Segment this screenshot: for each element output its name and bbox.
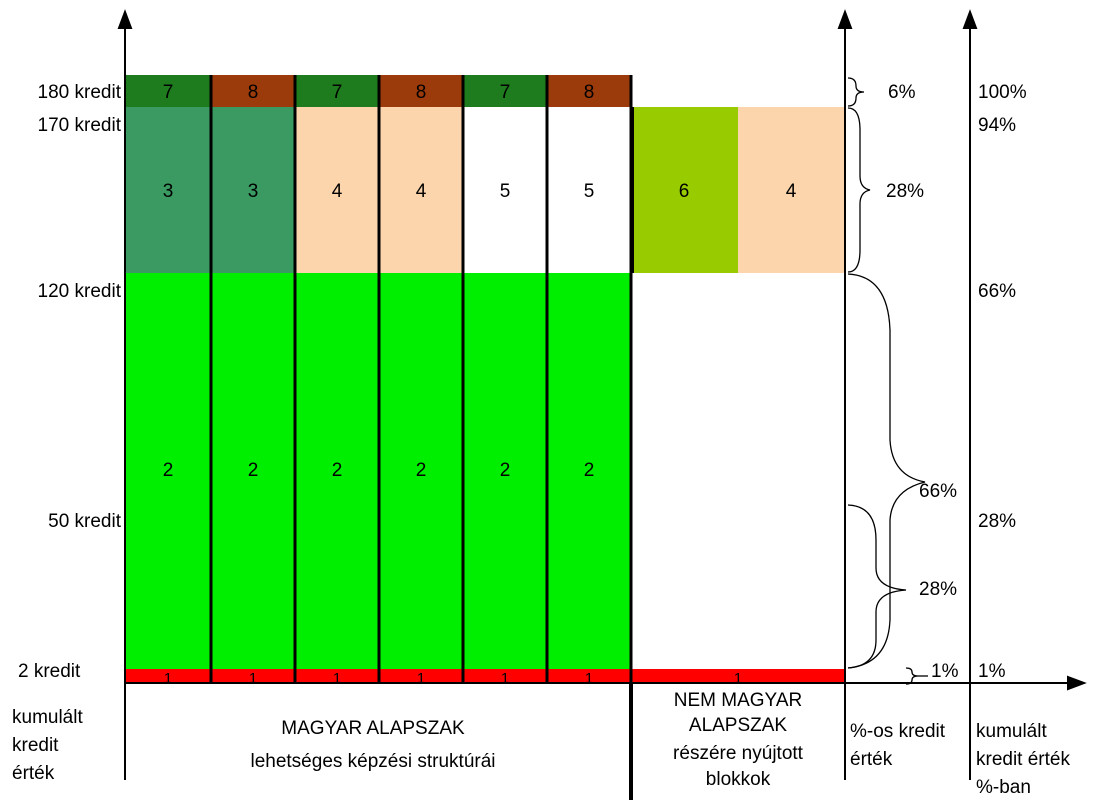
main-num-3: 2 [332, 460, 343, 481]
top-row-numbers: 7 8 7 8 7 8 [163, 82, 595, 103]
magyar-caption-2: lehetséges képzési struktúrái [250, 751, 495, 772]
cum-caption-3: %-ban [976, 777, 1031, 798]
pct-28-top: 28% [886, 181, 924, 202]
bottom-left-caption: kumulált kredit érték [12, 707, 83, 784]
top-num-2: 8 [248, 82, 259, 103]
left-caption-2: kredit [12, 735, 59, 756]
pct-66: 66% [919, 481, 957, 502]
magyar-caption-1: MAGYAR ALAPSZAK [281, 718, 465, 739]
pct-caption-1: %-os kredit [850, 721, 946, 742]
brace-6pct [847, 77, 865, 107]
main-num-4: 2 [416, 460, 427, 481]
mid-cell-1 [125, 107, 211, 273]
main-num-2: 2 [248, 460, 259, 481]
top-num-6: 8 [584, 82, 595, 103]
mid-num-3: 4 [332, 181, 343, 202]
bottom-num-1: 1 [164, 670, 172, 687]
top-row [125, 75, 631, 107]
pct-caption: %-os kredit érték [850, 721, 946, 770]
top-num-1: 7 [163, 82, 174, 103]
y-label-2: 2 kredit [18, 661, 81, 682]
main-num-6: 2 [584, 460, 595, 481]
left-caption-3: érték [12, 763, 55, 784]
mid-cell-5 [463, 107, 547, 273]
nem-mid-cell-1 [631, 107, 738, 273]
nem-caption-1: NEM MAGYAR [674, 690, 802, 711]
top-num-5: 7 [500, 82, 511, 103]
cum-caption: kumulált kredit érték %-ban [976, 721, 1070, 798]
brace-66pct [847, 273, 926, 669]
main-num-1: 2 [163, 460, 174, 481]
cum-66: 66% [978, 281, 1016, 302]
bottom-num-6: 1 [585, 670, 593, 687]
top-num-3: 7 [332, 82, 343, 103]
top-cell-6 [547, 75, 631, 107]
top-cell-1 [125, 75, 211, 107]
cum-caption-2: kredit érték [976, 749, 1070, 770]
axes [117, 9, 1087, 780]
nem-caption-2: ALAPSZAK [689, 715, 788, 736]
pct-1: 1% [931, 661, 959, 682]
cum-100: 100% [978, 82, 1027, 103]
cum-1: 1% [978, 661, 1006, 682]
brace-1pct [905, 667, 919, 685]
cum-28: 28% [978, 511, 1016, 532]
bottom-num-4: 1 [417, 670, 425, 687]
cumulative-labels: 100% 94% 66% 28% 1% [978, 82, 1027, 682]
pct-caption-2: érték [850, 749, 893, 770]
cum-94: 94% [978, 115, 1016, 136]
pct-labels: 6% 28% 66% 28% 1% [886, 82, 959, 682]
mid-cell-2 [211, 107, 295, 273]
mid-num-4: 4 [416, 181, 427, 202]
y-axis-labels: 180 kredit 170 kredit 120 kredit 50 kred… [18, 82, 122, 682]
main-block-numbers: 2 2 2 2 2 2 [163, 460, 595, 481]
bottom-num-2: 1 [249, 670, 257, 687]
mid-cell-4 [379, 107, 463, 273]
left-caption-1: kumulált [12, 707, 83, 728]
main-num-5: 2 [500, 460, 511, 481]
y-label-50: 50 kredit [48, 511, 122, 532]
pct-6: 6% [888, 82, 916, 103]
mid-num-6: 5 [584, 181, 595, 202]
top-cell-5 [463, 75, 547, 107]
braces [847, 77, 928, 685]
nem-mid-num-1: 6 [679, 181, 690, 202]
mid-cell-3 [295, 107, 379, 273]
mid-num-5: 5 [500, 181, 511, 202]
mid-cell-6 [547, 107, 631, 273]
y-label-120: 120 kredit [38, 281, 122, 302]
bottom-row-numbers: 1 1 1 1 1 1 1 [164, 670, 742, 687]
mid-num-1: 3 [163, 181, 174, 202]
top-cell-4 [379, 75, 463, 107]
mid-num-2: 3 [248, 181, 259, 202]
magyar-caption: MAGYAR ALAPSZAK lehetséges képzési struk… [250, 718, 495, 772]
mid-row [125, 107, 845, 273]
nem-mid-num-2: 4 [786, 181, 797, 202]
nem-caption-4: blokkok [706, 769, 771, 790]
bottom-red-row [125, 669, 845, 683]
bottom-num-5: 1 [501, 670, 509, 687]
mid-row-numbers: 3 3 4 4 5 5 6 4 [163, 181, 797, 202]
y-label-180: 180 kredit [38, 82, 122, 103]
brace-28pct-top [847, 107, 871, 273]
bottom-num-3: 1 [333, 670, 341, 687]
top-cell-2 [211, 75, 295, 107]
pct-28-bottom: 28% [919, 579, 957, 600]
nem-bottom-num: 1 [734, 670, 742, 687]
cum-caption-1: kumulált [976, 721, 1047, 742]
top-num-4: 8 [416, 82, 427, 103]
nem-caption: NEM MAGYAR ALAPSZAK részére nyújtott blo… [673, 690, 804, 790]
y-label-170: 170 kredit [38, 115, 122, 136]
nem-caption-3: részére nyújtott [673, 743, 804, 764]
top-cell-3 [295, 75, 379, 107]
nem-mid-cell-2 [738, 107, 845, 273]
brace-28pct-bottom [847, 504, 907, 669]
